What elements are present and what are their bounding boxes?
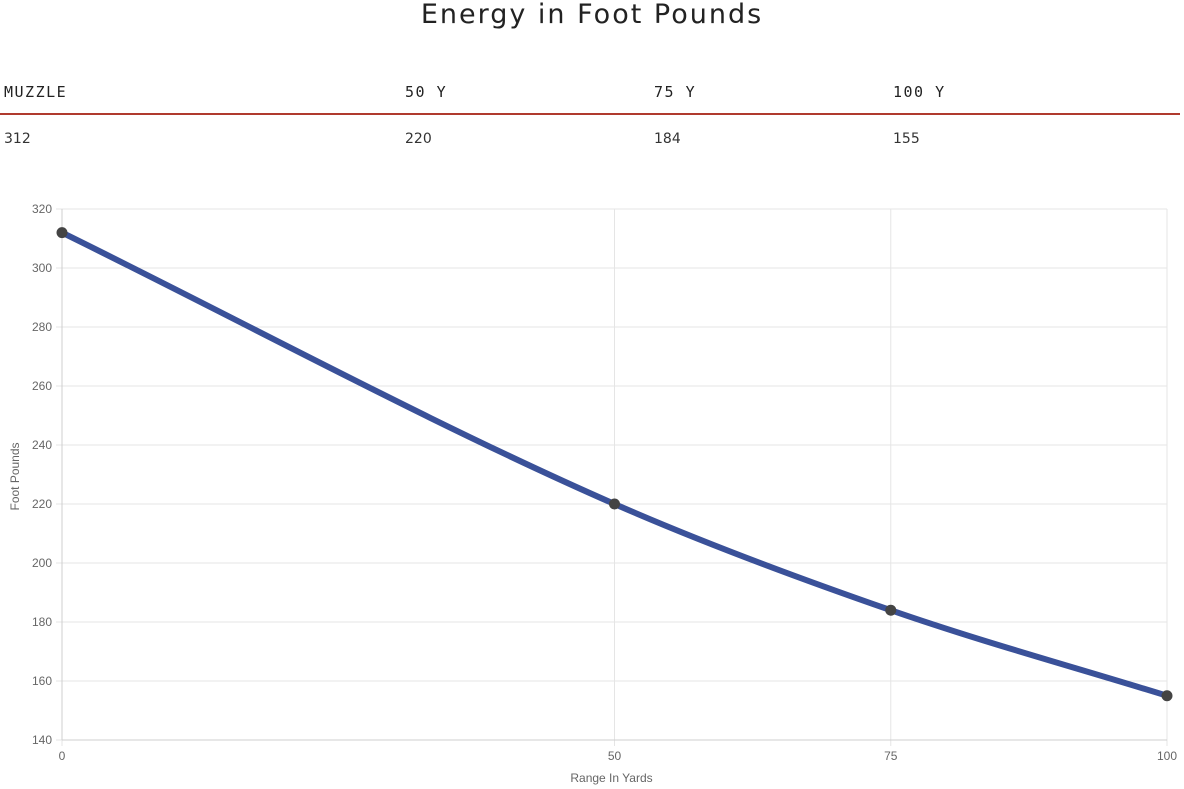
data-point xyxy=(885,604,897,616)
y-tick-label: 320 xyxy=(32,202,52,216)
y-tick-label: 220 xyxy=(32,497,52,511)
y-tick-label: 140 xyxy=(32,733,52,747)
data-point xyxy=(609,498,620,510)
y-tick-label: 260 xyxy=(32,379,52,393)
header-50-yards: 50 Y xyxy=(405,83,448,101)
page-title: Energy in Foot Pounds xyxy=(420,0,764,30)
header-muzzle: MUZZLE xyxy=(4,83,68,101)
header-75-yards: 75 Y xyxy=(654,83,697,101)
y-tick-label: 180 xyxy=(32,615,52,629)
y-tick-label: 300 xyxy=(32,261,52,275)
value-100-yards: 155 xyxy=(893,131,920,147)
x-tick-label: 75 xyxy=(884,749,898,763)
value-50-yards: 220 xyxy=(405,131,432,147)
y-axis-title: Foot Pounds xyxy=(8,442,22,510)
data-point xyxy=(56,227,68,239)
x-axis-title: Range In Yards xyxy=(570,771,652,785)
x-tick-label: 50 xyxy=(608,749,622,763)
energy-table-header: MUZZLE 50 Y 75 Y 100 Y xyxy=(0,82,1180,115)
x-tick-label: 100 xyxy=(1157,749,1177,763)
header-100-yards: 100 Y xyxy=(893,83,946,101)
data-point xyxy=(1161,690,1173,702)
y-tick-label: 160 xyxy=(32,674,52,688)
x-tick-label: 0 xyxy=(59,749,66,763)
value-muzzle: 312 xyxy=(4,131,31,147)
energy-table-row: 312 220 184 155 xyxy=(0,128,1180,152)
y-tick-label: 240 xyxy=(32,438,52,452)
y-tick-label: 200 xyxy=(32,556,52,570)
series-line xyxy=(59,229,1170,699)
value-75-yards: 184 xyxy=(654,131,681,147)
y-tick-label: 280 xyxy=(32,320,52,334)
